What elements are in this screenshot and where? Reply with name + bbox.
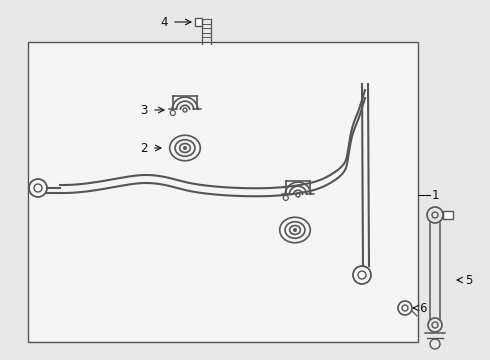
Text: 4: 4 bbox=[161, 15, 168, 28]
Bar bbox=[195, 18, 202, 26]
Bar bbox=[28, 42, 418, 342]
Bar bbox=[443, 211, 453, 219]
Text: 1: 1 bbox=[432, 189, 440, 202]
Text: 6: 6 bbox=[419, 302, 426, 315]
Text: 3: 3 bbox=[141, 104, 148, 117]
Circle shape bbox=[294, 228, 297, 232]
Text: 2: 2 bbox=[141, 141, 148, 154]
Circle shape bbox=[183, 146, 187, 150]
Text: 5: 5 bbox=[465, 274, 472, 287]
